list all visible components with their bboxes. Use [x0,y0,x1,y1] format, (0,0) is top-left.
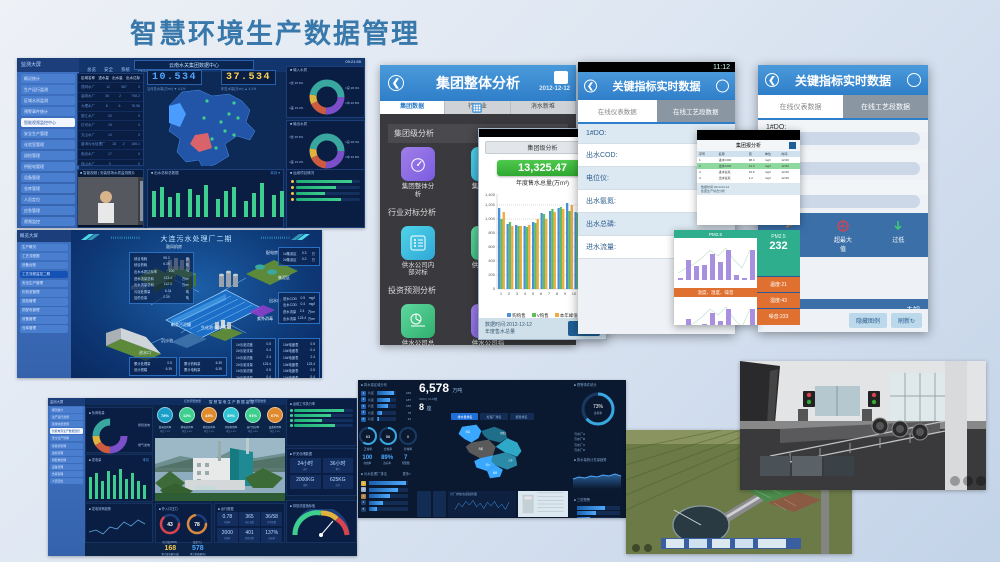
svg-text:1,000: 1,000 [485,216,496,221]
svg-text:□中 20.8%: □中 20.8% [345,154,359,159]
svg-text:8: 8 [556,291,559,296]
svg-text:5: 5 [532,291,535,296]
svg-text:200: 200 [488,272,495,277]
svg-text:1,400: 1,400 [485,192,496,197]
svg-text:3: 3 [516,291,519,296]
svg-text:□优 35.6%: □优 35.6% [289,134,303,139]
svg-text:□差 15.2%: □差 15.2% [289,105,303,110]
svg-text:10: 10 [572,291,577,296]
svg-text:400: 400 [488,258,495,263]
svg-text:4: 4 [524,291,527,296]
svg-text:0: 0 [407,434,410,439]
svg-text:6: 6 [540,291,543,296]
svg-text:600: 600 [488,244,495,249]
svg-text:63: 63 [366,434,371,439]
svg-text:四川: 四川 [486,463,490,466]
svg-text:78: 78 [194,522,200,528]
svg-text:燃煤发电: 燃煤发电 [138,422,150,427]
svg-text:燃气发电: 燃气发电 [138,442,150,447]
svg-text:43: 43 [167,522,173,528]
svg-text:2: 2 [508,291,511,296]
svg-text:1,200: 1,200 [485,202,496,207]
svg-text:7: 7 [548,291,551,296]
svg-text:73%: 73% [593,404,604,410]
svg-text:□差 15.2%: □差 15.2% [289,159,303,164]
svg-text:0: 0 [493,286,496,291]
svg-text:9: 9 [564,291,567,296]
svg-text:800: 800 [488,230,495,235]
svg-text:□良 28.4%: □良 28.4% [345,85,359,90]
svg-text:达标率: 达标率 [594,411,603,415]
svg-text:□中 20.8%: □中 20.8% [345,100,359,105]
svg-text:1: 1 [500,291,503,296]
svg-text:□优 35.6%: □优 35.6% [289,80,303,85]
svg-text:□良 28.4%: □良 28.4% [345,139,359,144]
svg-text:56: 56 [386,434,391,439]
